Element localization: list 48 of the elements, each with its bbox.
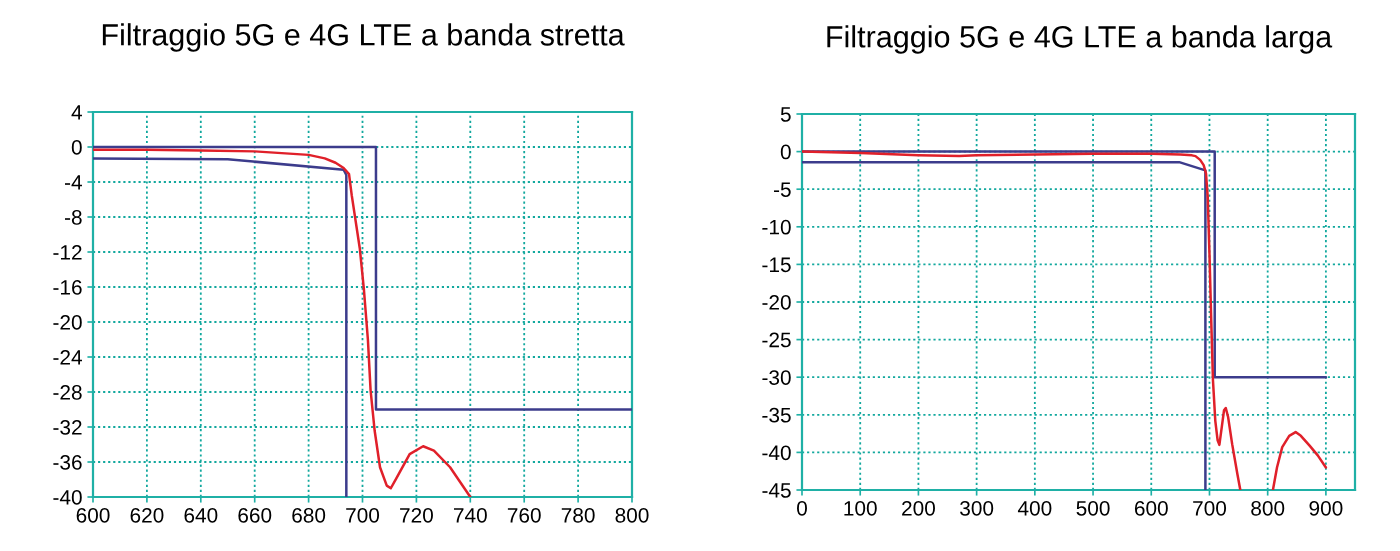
- x-tick-label: 780: [561, 507, 595, 523]
- x-tick-label: 400: [1017, 500, 1052, 516]
- x-tick-label: 700: [346, 507, 380, 523]
- line-series: [93, 157, 348, 497]
- x-tick-label: 800: [615, 507, 649, 523]
- y-tick-label: -15: [762, 257, 791, 273]
- x-tick-label: 100: [844, 500, 877, 516]
- y-tick-label: -8: [64, 210, 82, 225]
- y-tick-label: -4: [64, 175, 82, 190]
- x-tick-label: 660: [238, 507, 272, 523]
- y-tick-label: -32: [53, 420, 82, 435]
- y-tick-label: -25: [762, 332, 791, 348]
- line-series: [93, 148, 472, 497]
- y-tick-label: -30: [762, 370, 791, 385]
- y-tick-label: -35: [762, 407, 791, 423]
- x-tick-label: 0: [797, 500, 807, 516]
- y-tick-label: -28: [53, 385, 82, 400]
- x-tick-label: 300: [960, 500, 994, 516]
- y-tick-label: -40: [762, 445, 791, 461]
- y-tick-label: -45: [762, 483, 791, 498]
- y-tick-label: -20: [762, 295, 791, 310]
- x-tick-label: 500: [1076, 500, 1110, 516]
- x-tick-label: 700: [1193, 500, 1227, 516]
- y-tick-label: -40: [53, 490, 82, 505]
- chart-title: Filtraggio 5G e 4G LTE a banda stretta: [102, 23, 625, 52]
- x-tick-label: 680: [292, 507, 326, 523]
- y-tick-label: -36: [53, 455, 82, 470]
- y-tick-label: -20: [53, 315, 82, 330]
- x-tick-label: 760: [507, 507, 541, 523]
- y-tick-label: 5: [780, 107, 791, 122]
- y-tick-label: -5: [773, 182, 791, 197]
- x-tick-label: 740: [453, 507, 487, 523]
- y-tick-label: -10: [762, 219, 791, 235]
- y-tick-label: 4: [71, 105, 82, 120]
- y-tick-label: 0: [71, 140, 82, 155]
- x-tick-label: 720: [400, 507, 433, 523]
- x-tick-label: 620: [130, 507, 164, 523]
- x-tick-label: 900: [1309, 500, 1343, 516]
- y-tick-label: -12: [53, 245, 82, 260]
- x-tick-label: 200: [902, 500, 935, 516]
- y-tick-label: 0: [780, 144, 791, 160]
- x-tick-label: 600: [1134, 500, 1168, 516]
- x-tick-label: 600: [76, 507, 110, 523]
- chart-title: Filtraggio 5G e 4G LTE a banda larga: [827, 25, 1333, 54]
- y-tick-label: -16: [53, 280, 82, 295]
- y-tick-label: -24: [53, 350, 82, 365]
- x-tick-label: 640: [184, 507, 218, 523]
- x-tick-label: 800: [1251, 500, 1285, 516]
